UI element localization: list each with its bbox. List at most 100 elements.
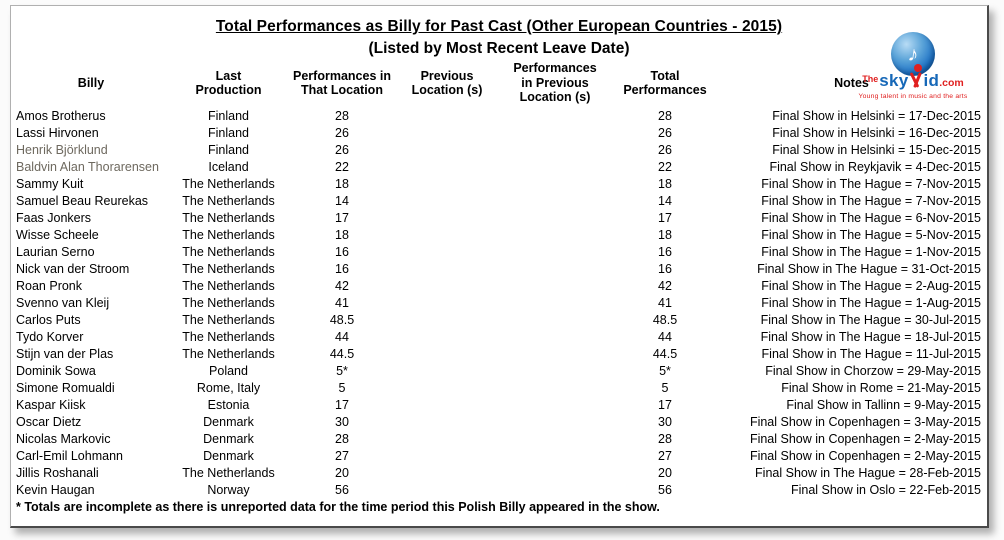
cell-last-production: Denmark — [203, 415, 254, 429]
cell-total-performances: 44 — [658, 330, 672, 344]
cell-billy: Jillis Roshanali — [16, 466, 99, 480]
cell-perf-previous-location — [496, 295, 614, 312]
cell-notes: Final Show in The Hague = 11-Jul-2015 — [761, 347, 981, 361]
cell-perf-previous-location — [496, 108, 614, 125]
footnote: * Totals are incomplete as there is unre… — [16, 500, 660, 514]
column-header-last-production: Last Production — [195, 68, 262, 97]
cell-billy: Amos Brotherus — [16, 109, 106, 123]
cell-billy: Carl-Emil Lohmann — [16, 449, 123, 463]
cell-billy: Samuel Beau Reurekas — [16, 194, 149, 208]
cell-last-production: The Netherlands — [182, 466, 275, 480]
skykid-logo: ♪ Thesky id.com Young talent in music and… — [847, 32, 979, 100]
cell-previous-location — [398, 142, 496, 159]
cell-last-production: Finland — [208, 143, 249, 157]
cell-perf-that-location: 42 — [335, 279, 349, 293]
cell-perf-previous-location — [496, 431, 614, 448]
cell-billy: Tydo Korver — [16, 330, 84, 344]
cell-notes: Final Show in The Hague = 28-Feb-2015 — [755, 466, 981, 480]
music-note-icon: ♪ — [906, 41, 920, 67]
cell-total-performances: 28 — [658, 109, 672, 123]
cell-total-performances: 56 — [658, 483, 672, 497]
cell-notes: Final Show in The Hague = 5-Nov-2015 — [761, 228, 981, 242]
table-body: Amos Brotherus Finland 28 28 Final Show in H… — [11, 108, 987, 499]
cell-notes: Final Show in The Hague = 7-Nov-2015 — [761, 177, 981, 191]
cell-last-production: The Netherlands — [182, 330, 275, 344]
cell-notes: Final Show in The Hague = 30-Jul-2015 — [760, 313, 981, 327]
cell-perf-previous-location — [496, 363, 614, 380]
cell-previous-location — [398, 261, 496, 278]
cell-perf-that-location: 27 — [335, 449, 349, 463]
cell-perf-that-location: 5 — [338, 381, 346, 395]
cell-previous-location — [398, 482, 496, 499]
cell-previous-location — [398, 397, 496, 414]
cell-billy: Wisse Scheele — [16, 228, 99, 242]
cell-perf-previous-location — [496, 414, 614, 431]
table-row: Svenno van Kleij The Netherlands 41 41 Final… — [11, 295, 987, 312]
cell-perf-that-location: 44 — [335, 330, 349, 344]
cell-previous-location — [398, 414, 496, 431]
cell-previous-location — [398, 278, 496, 295]
table-row: Carlos Puts The Netherlands 48.5 48.5 Final … — [11, 312, 987, 329]
cell-perf-that-location: 5* — [336, 364, 348, 378]
cell-billy: Svenno van Kleij — [16, 296, 110, 310]
cell-total-performances: 41 — [658, 296, 672, 310]
table-row: Samuel Beau Reurekas The Netherlands 14 14 F… — [11, 193, 987, 210]
cell-perf-previous-location — [496, 397, 614, 414]
cell-notes: Final Show in Oslo = 22-Feb-2015 — [790, 483, 981, 497]
cell-previous-location — [398, 329, 496, 346]
cell-total-performances: 44.5 — [652, 347, 678, 361]
cell-billy: Oscar Dietz — [16, 415, 82, 429]
cell-notes: Final Show in The Hague = 31-Oct-2015 — [757, 262, 981, 276]
cell-perf-previous-location — [496, 227, 614, 244]
logo-com: .com — [939, 77, 964, 89]
cell-previous-location — [398, 380, 496, 397]
cell-perf-that-location: 28 — [335, 109, 349, 123]
cell-last-production: Finland — [208, 126, 249, 140]
cell-last-production: The Netherlands — [182, 313, 275, 327]
cell-billy: Sammy Kuit — [16, 177, 84, 191]
dancing-kid-icon — [910, 64, 923, 88]
logo-sky: sky — [879, 71, 909, 90]
column-header-total-performances: Total Performances — [623, 68, 707, 97]
cell-last-production: The Netherlands — [182, 347, 275, 361]
cell-total-performances: 22 — [658, 160, 672, 174]
logo-tagline: Young talent in music and the arts — [858, 93, 968, 100]
cell-last-production: Rome, Italy — [196, 381, 261, 395]
column-header-notes: Notes — [834, 75, 869, 90]
cell-notes: Final Show in Chorzow = 29-May-2015 — [765, 364, 981, 378]
cell-notes: Final Show in Tallinn = 9-May-2015 — [786, 398, 981, 412]
cell-billy: Baldvin Alan Thorarensen — [16, 160, 159, 174]
cell-perf-that-location: 56 — [335, 483, 349, 497]
cell-total-performances: 26 — [658, 143, 672, 157]
cell-perf-previous-location — [496, 278, 614, 295]
cell-billy: Nick van der Stroom — [16, 262, 130, 276]
cell-total-performances: 26 — [658, 126, 672, 140]
cell-notes: Final Show in Helsinki = 17-Dec-2015 — [772, 109, 981, 123]
cell-total-performances: 5 — [661, 381, 669, 395]
cell-previous-location — [398, 159, 496, 176]
column-header-previous-location: Previous Location (s) — [411, 68, 483, 97]
cell-last-production: Finland — [208, 109, 249, 123]
table-row: Nicolas Markovic Denmark 28 28 Final Show in… — [11, 431, 987, 448]
column-header-billy: Billy — [77, 75, 105, 90]
cell-perf-that-location: 20 — [335, 466, 349, 480]
skykid-wordmark: Thesky id.com — [847, 64, 979, 92]
cell-total-performances: 42 — [658, 279, 672, 293]
cell-total-performances: 27 — [658, 449, 672, 463]
page-subtitle: (Listed by Most Recent Leave Date) — [368, 40, 630, 57]
table-row: Tydo Korver The Netherlands 44 44 Final Show… — [11, 329, 987, 346]
table-row: Dominik Sowa Poland 5* 5* Final Show in Chor… — [11, 363, 987, 380]
cell-total-performances: 30 — [658, 415, 672, 429]
cell-perf-that-location: 18 — [335, 228, 349, 242]
performances-table: Billy Last Production Performances in Th… — [11, 58, 987, 499]
cell-perf-that-location: 18 — [335, 177, 349, 191]
table-row: Faas Jonkers The Netherlands 17 17 Final Sho… — [11, 210, 987, 227]
cell-perf-previous-location — [496, 125, 614, 142]
cell-perf-previous-location — [496, 448, 614, 465]
cell-notes: Final Show in Copenhagen = 3-May-2015 — [749, 415, 981, 429]
cell-perf-previous-location — [496, 210, 614, 227]
column-header-performances-in-previous-location: Performances in Previous Location (s) — [513, 61, 597, 105]
cell-perf-that-location: 26 — [335, 143, 349, 157]
cell-previous-location — [398, 448, 496, 465]
cell-last-production: Norway — [207, 483, 250, 497]
